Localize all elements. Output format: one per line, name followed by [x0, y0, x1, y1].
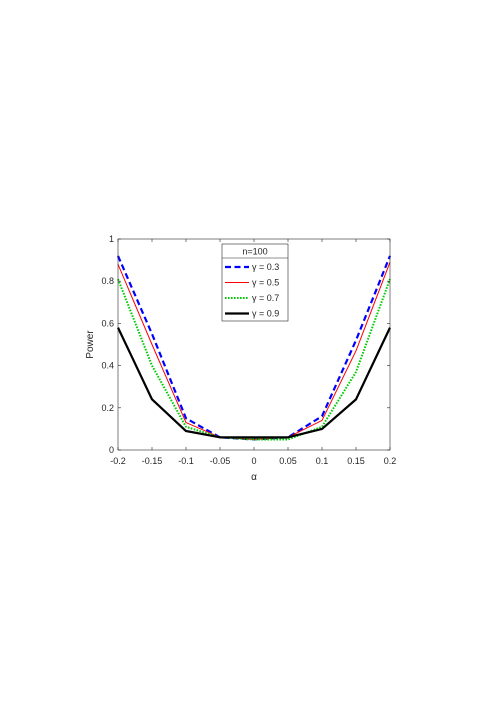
- series-line-4: [117, 327, 391, 439]
- x-tick-label: -0.15: [142, 456, 163, 466]
- legend-label-3: γ = 0.7: [252, 293, 279, 303]
- legend-items: γ = 0.3 γ = 0.5 γ = 0.7 γ = 0.9: [225, 262, 279, 319]
- x-tick-label: 0.2: [384, 456, 397, 466]
- x-tick-label: 0: [251, 456, 256, 466]
- series-line-2: [117, 262, 391, 440]
- y-tick-label: 0.4: [101, 361, 114, 371]
- y-axis-label: Power: [85, 330, 96, 359]
- legend: n=100 γ = 0.3 γ = 0.5 γ = 0.7 γ = 0.9: [221, 243, 289, 322]
- y-tick-label: 0.6: [101, 318, 114, 328]
- legend-label-2: γ = 0.5: [252, 278, 279, 288]
- x-tick-label: 0.05: [279, 456, 297, 466]
- legend-title: n=100: [242, 247, 267, 257]
- x-tick-label: 0.15: [347, 456, 365, 466]
- tick-layer: -0.2 -0.15 -0.1 -0.05 0 0.05 0.1 0.15 0.2 0 0.2 0.4…: [101, 234, 396, 466]
- legend-label-4: γ = 0.9: [252, 309, 279, 319]
- legend-label-1: γ = 0.3: [252, 262, 279, 272]
- y-tick-label: 1: [109, 234, 114, 244]
- series-layer: [116, 255, 392, 441]
- x-tick-label: -0.05: [210, 456, 231, 466]
- series-line-3: [117, 278, 391, 441]
- x-axis-label: α: [251, 472, 257, 483]
- x-tick-label: -0.2: [110, 456, 126, 466]
- x-tick-label: -0.1: [178, 456, 194, 466]
- y-tick-label: 0: [109, 445, 114, 455]
- y-tick-label: 0.2: [101, 403, 114, 413]
- x-tick-label: 0.1: [316, 456, 329, 466]
- y-tick-label: 0.8: [101, 276, 114, 286]
